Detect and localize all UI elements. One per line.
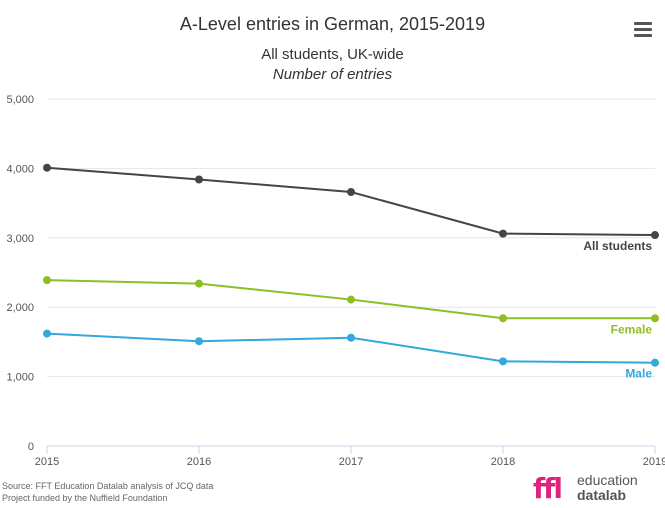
education-datalab-logo[interactable]: ffl education datalab — [531, 470, 665, 506]
data-point — [195, 279, 203, 288]
data-point — [347, 295, 355, 304]
brand-mark: ffl — [533, 472, 563, 505]
hamburger-menu-icon[interactable] — [634, 22, 652, 38]
x-axis: 2015 2016 2017 2018 2019 — [35, 445, 665, 468]
data-point — [195, 337, 203, 346]
data-point — [43, 163, 51, 172]
x-tick-label: 2016 — [187, 456, 211, 468]
series-label: Female — [611, 322, 653, 336]
data-point — [651, 358, 659, 367]
data-point — [43, 276, 51, 285]
series-label: All students — [583, 239, 652, 253]
y-tick-label: 2,000 — [6, 302, 34, 314]
series-label: Male — [625, 367, 652, 381]
subtitle-line-1: All students, UK-wide — [261, 46, 404, 63]
data-point — [195, 175, 203, 184]
y-tick-label: 1,000 — [6, 372, 34, 384]
data-point — [43, 329, 51, 338]
y-tick-label: 0 — [28, 441, 34, 453]
series-line — [46, 166, 656, 237]
data-point — [347, 187, 355, 196]
y-axis-ticks: 0 1,000 2,000 3,000 4,000 5,000 — [6, 94, 34, 453]
subtitle-line-2: Number of entries — [272, 66, 393, 83]
data-point — [347, 333, 355, 342]
series-points — [43, 163, 659, 367]
series-lines — [46, 166, 656, 364]
series-labels: All students Female Male — [583, 239, 652, 381]
y-tick-label: 5,000 — [6, 94, 34, 106]
data-point — [499, 229, 507, 238]
data-point — [651, 231, 659, 240]
brand-line-2: datalab — [577, 487, 627, 503]
y-tick-label: 3,000 — [6, 233, 34, 245]
y-tick-label: 4,000 — [6, 163, 34, 175]
source-note: Source: FFT Education Datalab analysis o… — [2, 480, 213, 504]
funding-text: Project funded by the Nuffield Foundatio… — [2, 493, 168, 503]
x-tick-label: 2019 — [643, 456, 665, 468]
x-tick-label: 2018 — [491, 456, 515, 468]
source-text: Source: FFT Education Datalab analysis o… — [2, 481, 214, 491]
data-point — [499, 357, 507, 366]
brand-text: education datalab — [577, 473, 638, 503]
x-tick-label: 2015 — [35, 456, 59, 468]
x-tick-label: 2017 — [339, 456, 363, 468]
chart-title: A-Level entries in German, 2015-2019 — [179, 14, 486, 34]
grid-lines — [47, 98, 655, 378]
chart-subtitle: All students, UK-wide Number of entries — [0, 45, 665, 85]
data-point — [651, 314, 659, 323]
brand-line-1: education — [577, 472, 638, 488]
data-point — [499, 314, 507, 323]
